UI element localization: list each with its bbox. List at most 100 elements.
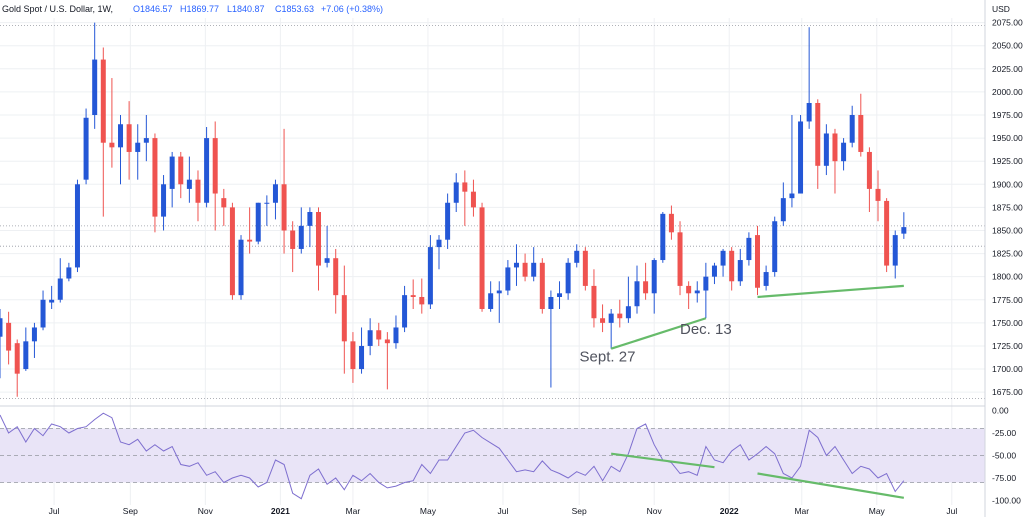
candle[interactable] <box>651 258 657 314</box>
candle[interactable] <box>643 262 649 300</box>
candle[interactable] <box>290 221 296 273</box>
candle[interactable] <box>600 304 606 333</box>
candle[interactable] <box>298 207 304 254</box>
candle[interactable] <box>729 247 735 291</box>
candle[interactable] <box>195 170 201 222</box>
candle[interactable] <box>204 127 210 208</box>
candle[interactable] <box>557 281 563 309</box>
candle[interactable] <box>66 262 72 282</box>
candle[interactable] <box>419 278 425 314</box>
candle[interactable] <box>281 128 287 254</box>
candle[interactable] <box>479 202 485 312</box>
candle[interactable] <box>315 207 321 291</box>
candle[interactable] <box>143 115 149 162</box>
candle[interactable] <box>255 202 261 245</box>
candle[interactable] <box>823 124 829 176</box>
candle[interactable] <box>272 179 278 220</box>
candle[interactable] <box>901 212 907 239</box>
candle[interactable] <box>591 269 597 328</box>
candle[interactable] <box>737 248 743 286</box>
candle[interactable] <box>892 230 898 279</box>
candle[interactable] <box>152 133 158 233</box>
candle[interactable] <box>858 93 864 157</box>
candle[interactable] <box>402 285 408 333</box>
candle[interactable] <box>324 225 330 268</box>
candle[interactable] <box>677 221 683 296</box>
candle[interactable] <box>23 327 29 371</box>
candle[interactable] <box>410 279 416 309</box>
candle[interactable] <box>247 207 253 254</box>
candle[interactable] <box>307 207 313 248</box>
candle[interactable] <box>815 99 821 189</box>
candle[interactable] <box>238 235 244 300</box>
candles[interactable] <box>0 22 907 397</box>
candle[interactable] <box>763 265 769 291</box>
candle[interactable] <box>359 327 365 374</box>
candle[interactable] <box>6 311 12 365</box>
candle[interactable] <box>505 260 511 296</box>
candle[interactable] <box>83 108 89 185</box>
candle[interactable] <box>694 281 700 303</box>
candle[interactable] <box>0 309 3 379</box>
candle[interactable] <box>496 281 502 323</box>
candle[interactable] <box>772 216 778 277</box>
candle[interactable] <box>453 173 459 212</box>
candle[interactable] <box>617 299 623 328</box>
candle[interactable] <box>522 253 528 282</box>
candle[interactable] <box>746 232 752 266</box>
candle[interactable] <box>780 182 786 226</box>
candle[interactable] <box>212 121 218 231</box>
candle[interactable] <box>109 78 115 168</box>
candle[interactable] <box>135 124 141 180</box>
candle[interactable] <box>161 175 167 231</box>
candle[interactable] <box>74 179 80 273</box>
candle[interactable] <box>488 281 494 312</box>
candle[interactable] <box>789 115 795 208</box>
candle[interactable] <box>832 128 838 194</box>
candle[interactable] <box>40 290 46 331</box>
candle[interactable] <box>875 170 881 222</box>
candle[interactable] <box>548 290 554 388</box>
candle[interactable] <box>367 318 373 356</box>
candle[interactable] <box>470 179 476 217</box>
candle[interactable] <box>186 156 192 203</box>
candle[interactable] <box>100 47 106 217</box>
candle[interactable] <box>126 101 132 180</box>
candle[interactable] <box>720 248 726 277</box>
candle[interactable] <box>178 151 184 199</box>
candle[interactable] <box>31 322 37 358</box>
candle[interactable] <box>660 212 666 263</box>
candle[interactable] <box>92 22 98 129</box>
candle[interactable] <box>866 147 872 212</box>
candle[interactable] <box>711 262 717 285</box>
candle[interactable] <box>625 276 631 323</box>
candle[interactable] <box>341 265 347 374</box>
candle[interactable] <box>884 198 890 273</box>
candle[interactable] <box>229 202 235 300</box>
candle[interactable] <box>539 258 545 314</box>
candle[interactable] <box>668 205 674 240</box>
candle[interactable] <box>565 258 571 300</box>
candle[interactable] <box>350 332 356 383</box>
candle[interactable] <box>582 247 588 291</box>
candle[interactable] <box>798 115 804 194</box>
candle[interactable] <box>14 339 20 397</box>
candle[interactable] <box>118 115 124 185</box>
candle[interactable] <box>608 309 614 349</box>
candle[interactable] <box>806 27 812 129</box>
candle[interactable] <box>376 322 382 346</box>
candle[interactable] <box>755 225 761 296</box>
candle[interactable] <box>849 105 855 148</box>
candle[interactable] <box>574 244 580 268</box>
candle[interactable] <box>462 170 468 226</box>
candle[interactable] <box>57 258 63 303</box>
candle[interactable] <box>436 235 442 270</box>
candle[interactable] <box>841 138 847 171</box>
candle[interactable] <box>513 244 519 286</box>
candle[interactable] <box>49 285 55 309</box>
candle[interactable] <box>445 193 451 249</box>
candle[interactable] <box>169 151 175 208</box>
candle[interactable] <box>634 265 640 314</box>
candle[interactable] <box>531 247 537 282</box>
candle[interactable] <box>393 315 399 349</box>
